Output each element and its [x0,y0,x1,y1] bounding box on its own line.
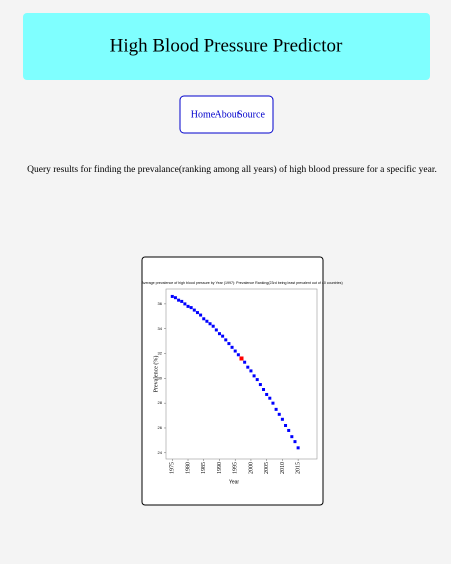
x-tick-label: 2015 [296,462,302,474]
x-tick-label: 2000 [248,462,254,474]
point [274,407,278,411]
x-tick-label: 2005 [264,462,270,474]
x-tick-label: 1975 [170,462,176,474]
point [293,440,297,444]
y-tick-label: 30 [158,375,163,380]
point [255,378,259,382]
plot-frame [165,288,318,460]
point [195,311,199,315]
x-axis-label: Year [229,479,239,485]
point [239,356,244,361]
x-tick-label: 1990 [217,462,223,474]
y-tick-label: 32 [158,351,163,356]
y-tick-label: 26 [158,425,163,430]
point [265,392,269,396]
point [262,388,266,392]
point [199,313,203,317]
point [287,428,291,432]
y-tick-label: 36 [158,301,163,306]
point [192,308,196,312]
point [208,322,212,326]
point [214,328,218,332]
point [252,374,256,378]
chart-card [141,256,324,506]
point [296,446,300,450]
point [284,423,288,427]
x-tick-label: 1995 [233,462,239,474]
point [180,299,184,303]
y-tick-label: 34 [158,326,163,331]
point [290,435,294,439]
point [211,324,215,328]
x-tick-label: 2010 [280,462,286,474]
x-tick-label: 1985 [201,462,207,474]
y-tick-label: 28 [158,400,163,405]
nav-link[interactable]: About [215,109,240,120]
point [277,412,281,416]
point [202,317,206,321]
point [170,294,174,298]
x-tick-label: 1980 [185,462,191,474]
point [249,369,253,373]
chart-title: Average prevalence of high blood pressur… [141,281,342,285]
point [271,401,275,405]
point [183,302,187,306]
point [186,304,190,308]
point [246,365,250,369]
point [236,353,240,357]
y-tick-label: 24 [158,450,163,455]
point [189,306,193,310]
point [205,319,209,323]
header-title: High Blood Pressure Predictor [110,35,343,56]
nav-link[interactable]: Source [237,109,265,120]
point [217,332,221,336]
point [173,296,177,300]
point [177,298,181,302]
point [268,396,272,400]
nav-box [179,95,274,134]
point [233,349,237,353]
point [243,360,247,364]
description: Query results for finding the prevalance… [27,164,437,175]
point [280,417,284,421]
point [258,383,262,387]
nav-link[interactable]: Home [191,109,216,120]
header [23,13,430,80]
point [221,334,225,338]
point [230,345,234,349]
point [227,342,231,346]
point [224,338,228,342]
y-axis-label: Prevalence (%) [152,356,159,393]
